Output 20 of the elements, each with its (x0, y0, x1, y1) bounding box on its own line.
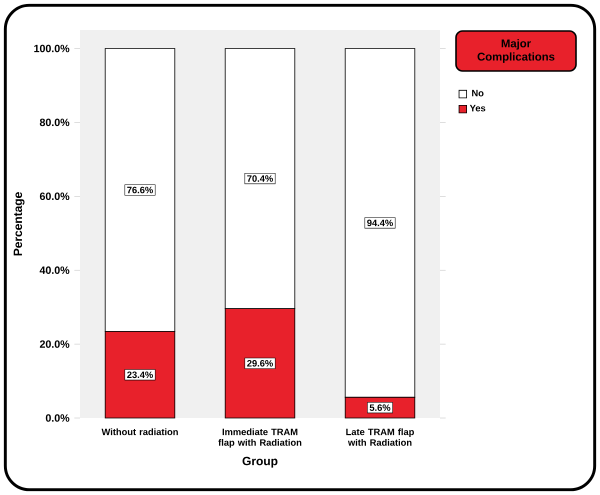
data-label: 29.6% (247, 360, 273, 367)
y-axis-title: Percentage (14, 192, 24, 256)
data-label: 70.4% (247, 175, 273, 182)
y-tick-label: 40.0% (40, 266, 70, 274)
y-tick-label: 80.0% (40, 118, 70, 126)
legend-label: No (472, 90, 484, 96)
data-label: 76.6% (127, 186, 153, 194)
y-tick-label: 60.0% (40, 192, 70, 200)
legend-label: Yes (470, 104, 486, 112)
data-label: 94.4% (367, 220, 393, 226)
data-label: 5.6% (370, 404, 390, 411)
x-tick-label: Late TRAM flap with Radiation (346, 428, 414, 446)
y-tick-label: 0.0% (46, 414, 70, 422)
y-tick-label: 100.0% (34, 44, 70, 52)
x-tick-label: Immediate TRAM flap with Radiation (218, 428, 302, 448)
x-axis-title: Group (242, 456, 278, 468)
y-tick-label: 20.0% (40, 340, 70, 348)
legend-title: Major Complications (478, 39, 554, 63)
x-tick-label: Without radiation (102, 428, 178, 436)
data-label: 23.4% (127, 371, 153, 378)
